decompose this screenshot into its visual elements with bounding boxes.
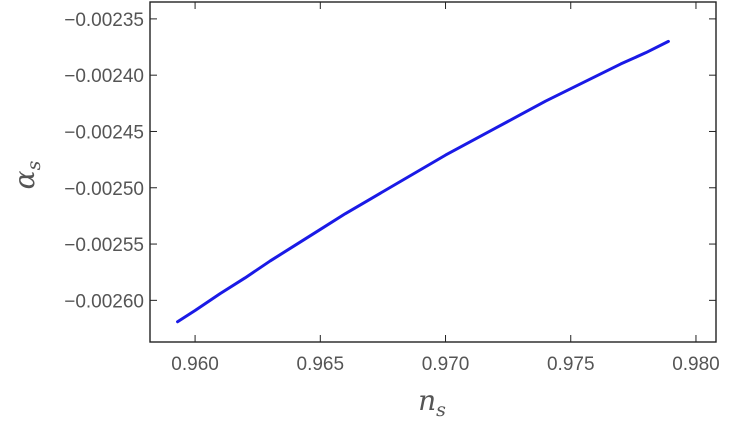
y-tick-label: −0.00240 <box>64 66 144 87</box>
x-tick-label: 0.970 <box>422 354 470 375</box>
series-line <box>176 39 670 324</box>
y-tick-label: −0.00260 <box>64 291 144 312</box>
x-axis-label: ns <box>418 384 446 421</box>
y-tick-label: −0.00250 <box>64 179 144 200</box>
y-tick-label: −0.00235 <box>64 10 144 31</box>
y-axis-label: αs <box>8 160 45 189</box>
ticks-layer: 0.960 0.965 0.970 0.975 0.980 −0.00235 −0.0024… <box>64 2 720 375</box>
y-axis-label-base: α <box>8 170 41 189</box>
plot-frame <box>149 1 717 343</box>
y-axis-label-sub: s <box>23 160 45 170</box>
y-tick-label: −0.00255 <box>64 235 144 256</box>
x-tick-label: 0.960 <box>171 354 219 375</box>
x-tick-label: 0.965 <box>297 354 345 375</box>
x-tick-label: 0.975 <box>547 354 595 375</box>
x-axis-label-base: n <box>418 384 436 417</box>
y-tick-label: −0.00245 <box>64 122 144 143</box>
x-axis-label-sub: s <box>436 399 446 421</box>
x-tick-label: 0.980 <box>672 354 720 375</box>
series-layer <box>176 39 670 324</box>
